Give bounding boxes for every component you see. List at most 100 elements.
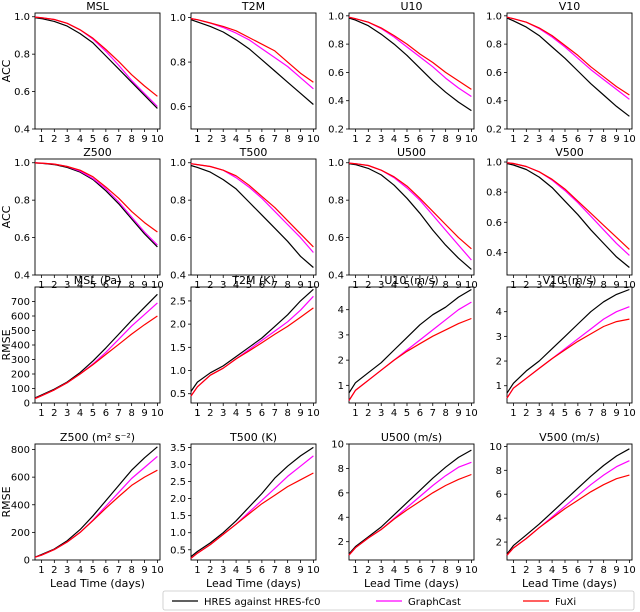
x-tick-label: 2 [51,280,57,291]
subplot-1: MSL 0.4 0.6 0.8 1.0 1 2 3 4 5 6 7 8 9 10 ACC [0,0,164,145]
x-tick-label: 4 [391,134,397,145]
plot-frame [348,286,475,404]
x-tick-label: 10 [307,565,320,576]
subplot-title: U10 (m/s) [384,274,438,287]
x-tick-label: 1 [510,280,516,291]
subplot-title: V10 [559,0,581,13]
y-tick-label: 1.0 [486,158,502,169]
x-tick-label: 1 [38,134,44,145]
series-line-graphcast [34,455,158,558]
x-tick-label: 10 [465,408,478,419]
series-line-fuxi [34,16,158,97]
series-line-fuxi [506,16,630,96]
y-tick-label: 0 [24,556,30,567]
y-tick-label: 0.5 [170,545,186,556]
x-tick-label: 9 [455,408,461,419]
x-tick-label: 3 [220,134,226,145]
x-tick-label: 5 [246,565,252,576]
x-tick-label: 10 [151,408,164,419]
y-tick-label: 3 [338,330,344,341]
y-tick-label: 0.6 [486,218,502,229]
x-tick-label: 9 [141,134,147,145]
x-tick-label: 4 [549,565,555,576]
series-line-fuxi [348,16,472,90]
x-tick-label: 4 [391,280,397,291]
x-tick-label: 4 [233,280,239,291]
y-tick-label: 0.4 [14,125,30,136]
y-tick-label: 10 [331,440,344,451]
x-tick-label: 4 [77,565,83,576]
y-tick-label: 1.0 [328,158,344,169]
y-tick-label: 500 [11,326,30,337]
subplot-10: T2M (K)0.51.01.52.02.511 2 3 4 5 6 7 8 9 10 [170,274,320,419]
x-tick-label: 2 [523,565,529,576]
series-line-graphcast [348,16,472,98]
x-tick-label: 5 [90,134,96,145]
y-tick-label: 2 [338,356,344,367]
x-tick-label: 8 [600,134,606,145]
x-tick-label: 3 [378,565,384,576]
series-line-graphcast [348,461,472,556]
x-tick-label: 1 [194,134,200,145]
series-line-hres [506,448,630,555]
x-tick-label: 3 [64,134,70,145]
x-tick-label: 7 [588,280,594,291]
series-line-graphcast [348,301,472,401]
series-line-fuxi [348,473,472,556]
subplot-title: U500 (m/s) [381,431,442,444]
x-axis-label: Lead Time (days) [50,577,145,590]
y-tick-label: 0.6 [170,102,186,113]
x-tick-label: 5 [90,408,96,419]
y-tick-label: 0.6 [328,233,344,244]
y-tick-label: 0.8 [486,40,502,51]
x-tick-label: 3 [536,280,542,291]
y-tick-label: 2 [496,357,502,368]
subplot-title: U500 [397,146,426,159]
x-tick-label: 4 [77,280,83,291]
x-tick-label: 7 [116,134,122,145]
y-tick-label: 1.0 [170,158,186,169]
y-tick-label: 0.8 [170,58,186,69]
y-tick-label: 1.0 [170,13,186,24]
x-tick-label: 9 [297,134,303,145]
plot-frame [34,12,161,130]
y-tick-label: 6 [338,488,344,499]
subplot-title: Z500 (m² s⁻²) [60,431,135,444]
x-tick-label: 7 [272,408,278,419]
x-tick-label: 4 [391,565,397,576]
x-tick-label: 1 [38,280,44,291]
x-tick-label: 7 [430,408,436,419]
y-tick-label: 1.5 [170,511,186,522]
y-tick-label: 100 [11,384,30,395]
y-axis-label: ACC [0,59,13,82]
series-line-fuxi [348,317,472,401]
x-axis-label: Lead Time (days) [364,577,459,590]
x-tick-label: 1 [510,565,516,576]
x-tick-label: 6 [103,134,109,145]
x-tick-label: 1 [352,408,358,419]
x-tick-label: 9 [613,134,619,145]
series-line-graphcast [506,162,630,256]
series-line-hres [348,163,472,270]
subplot-title: V500 [555,146,584,159]
x-tick-label: 2 [365,134,371,145]
y-tick-label: 0.8 [328,40,344,51]
x-tick-label: 5 [246,134,252,145]
plot-frame [348,158,475,276]
y-tick-label: 0.4 [328,96,344,107]
series-line-hres [34,293,158,399]
x-tick-label: 10 [623,280,636,291]
y-tick-label: 800 [11,445,30,456]
x-tick-label: 6 [259,408,265,419]
y-tick-label: 4 [338,305,344,316]
x-tick-label: 4 [233,565,239,576]
y-tick-label: 2.5 [170,477,186,488]
x-tick-label: 9 [141,408,147,419]
x-tick-label: 2 [51,134,57,145]
y-tick-label: 1 [338,381,344,392]
x-tick-label: 8 [128,565,134,576]
y-tick-label: 600 [11,312,30,323]
subplot-4: V10 0.2 0.4 0.6 0.8 1.0 1 2 3 4 5 6 7 8 9 10 [486,0,636,145]
